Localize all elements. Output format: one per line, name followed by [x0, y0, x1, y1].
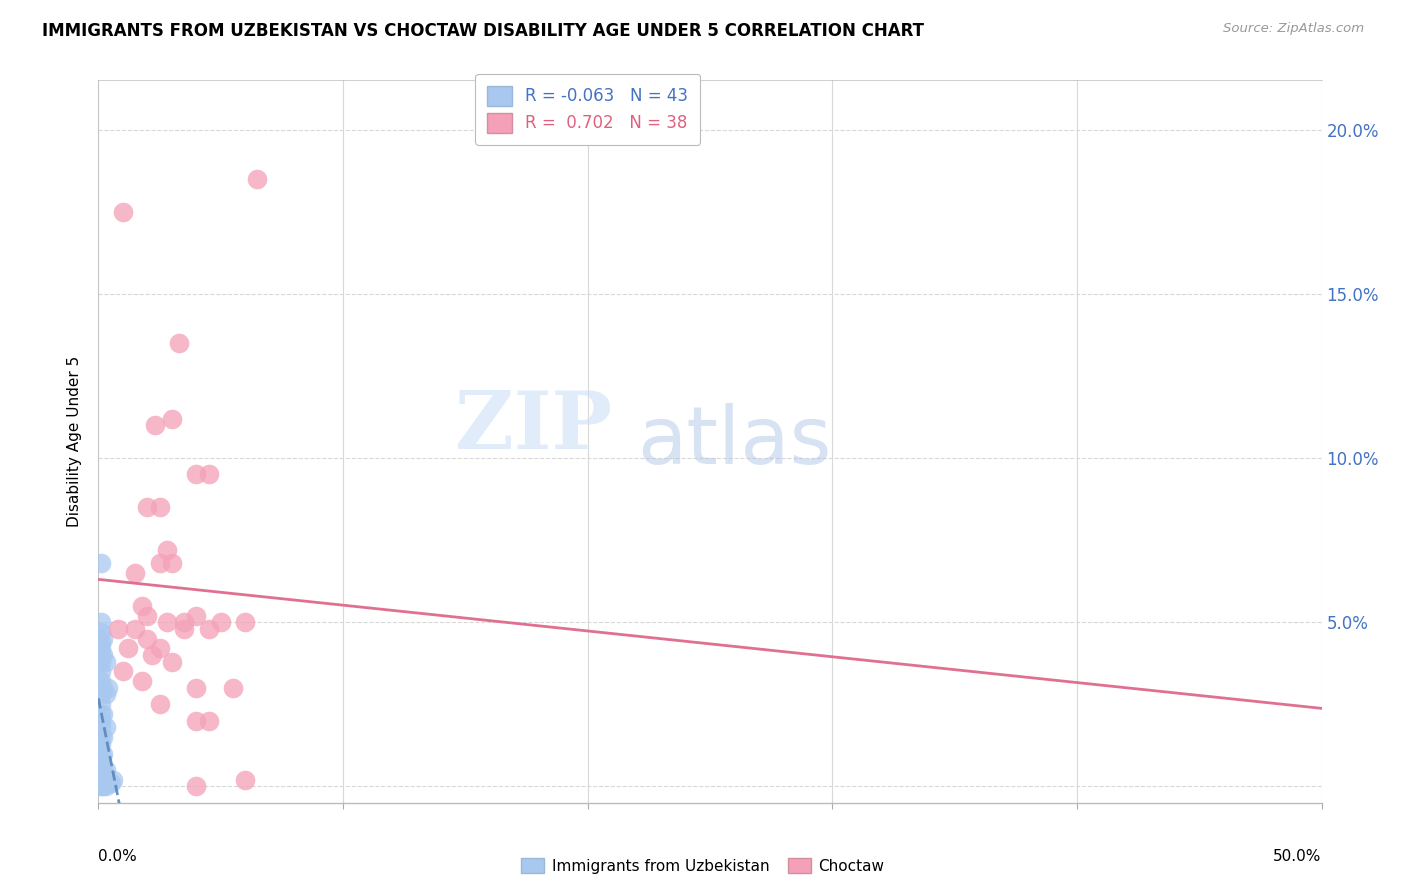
- Point: [91, 707, 114, 722]
- Point: [246, 171, 269, 186]
- Point: [91, 780, 114, 794]
- Point: [156, 615, 179, 630]
- Point: [90, 698, 112, 712]
- Point: [149, 500, 172, 515]
- Point: [186, 608, 208, 623]
- Point: [124, 622, 146, 636]
- Point: [160, 655, 183, 669]
- Point: [90, 687, 112, 701]
- Point: [91, 632, 114, 646]
- Point: [94, 780, 117, 794]
- Point: [131, 599, 153, 613]
- Point: [124, 566, 146, 580]
- Y-axis label: Disability Age Under 5: Disability Age Under 5: [67, 356, 83, 527]
- Point: [143, 418, 166, 433]
- Point: [233, 615, 256, 630]
- Point: [90, 635, 112, 649]
- Point: [90, 753, 112, 767]
- Point: [107, 622, 129, 636]
- Text: 0.0%: 0.0%: [98, 849, 138, 863]
- Point: [111, 204, 134, 219]
- Point: [160, 556, 183, 570]
- Point: [209, 615, 232, 630]
- Point: [197, 622, 219, 636]
- Point: [90, 648, 112, 662]
- Point: [97, 681, 120, 695]
- Point: [186, 681, 208, 695]
- Point: [91, 772, 114, 787]
- Point: [233, 772, 256, 787]
- Point: [91, 763, 114, 777]
- Point: [87, 780, 110, 794]
- Point: [90, 772, 112, 787]
- Point: [91, 648, 114, 662]
- Point: [90, 655, 112, 669]
- Point: [136, 500, 159, 515]
- Point: [131, 674, 153, 689]
- Point: [149, 556, 172, 570]
- Point: [167, 336, 190, 351]
- Point: [90, 625, 112, 640]
- Point: [186, 780, 208, 794]
- Point: [100, 776, 122, 790]
- Point: [94, 655, 117, 669]
- Point: [90, 556, 112, 570]
- Point: [90, 714, 112, 728]
- Point: [90, 780, 112, 794]
- Point: [90, 641, 112, 656]
- Point: [90, 730, 112, 744]
- Point: [90, 737, 112, 751]
- Point: [91, 681, 114, 695]
- Point: [160, 411, 183, 425]
- Text: ZIP: ZIP: [456, 388, 612, 467]
- Point: [90, 615, 112, 630]
- Point: [197, 714, 219, 728]
- Text: Source: ZipAtlas.com: Source: ZipAtlas.com: [1223, 22, 1364, 36]
- Point: [90, 720, 112, 734]
- Point: [141, 648, 163, 662]
- Point: [136, 608, 159, 623]
- Point: [149, 698, 172, 712]
- Point: [91, 747, 114, 761]
- Legend: R = -0.063   N = 43, R =  0.702   N = 38: R = -0.063 N = 43, R = 0.702 N = 38: [475, 74, 700, 145]
- Point: [90, 707, 112, 722]
- Point: [94, 687, 117, 701]
- Text: atlas: atlas: [637, 402, 831, 481]
- Text: IMMIGRANTS FROM UZBEKISTAN VS CHOCTAW DISABILITY AGE UNDER 5 CORRELATION CHART: IMMIGRANTS FROM UZBEKISTAN VS CHOCTAW DI…: [42, 22, 924, 40]
- Point: [186, 467, 208, 482]
- Point: [111, 665, 134, 679]
- Point: [90, 665, 112, 679]
- Point: [94, 720, 117, 734]
- Point: [173, 622, 195, 636]
- Point: [90, 776, 112, 790]
- Point: [222, 681, 245, 695]
- Point: [136, 632, 159, 646]
- Point: [117, 641, 139, 656]
- Point: [149, 641, 172, 656]
- Point: [173, 615, 195, 630]
- Point: [156, 542, 179, 557]
- Point: [91, 730, 114, 744]
- Point: [94, 763, 117, 777]
- Point: [97, 776, 120, 790]
- Point: [90, 770, 112, 784]
- Text: 50.0%: 50.0%: [1274, 849, 1322, 863]
- Point: [101, 772, 124, 787]
- Point: [197, 467, 219, 482]
- Point: [186, 714, 208, 728]
- Point: [90, 674, 112, 689]
- Legend: Immigrants from Uzbekistan, Choctaw: Immigrants from Uzbekistan, Choctaw: [516, 852, 890, 880]
- Point: [90, 747, 112, 761]
- Point: [94, 776, 117, 790]
- Point: [90, 763, 112, 777]
